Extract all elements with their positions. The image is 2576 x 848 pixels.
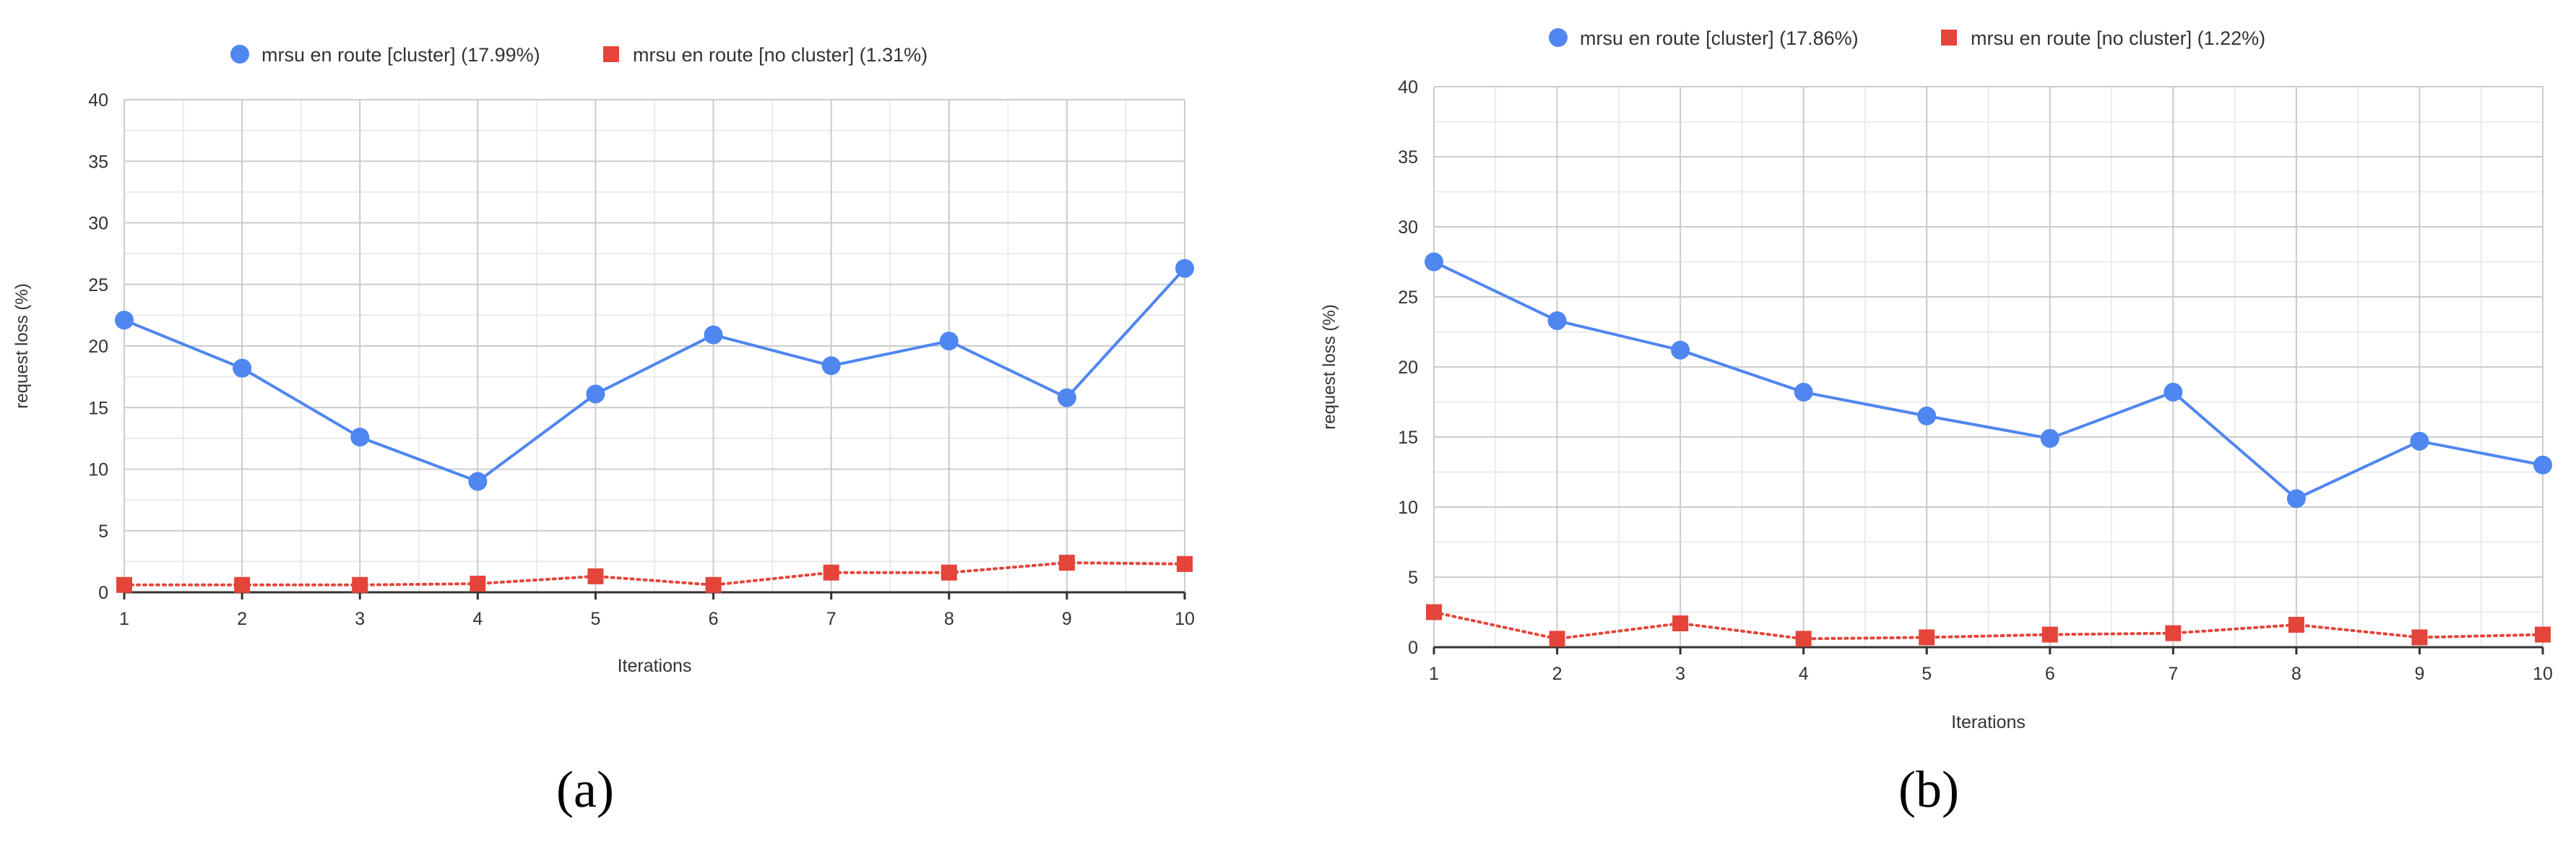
data-point-circle <box>586 384 605 404</box>
data-point-circle <box>2533 455 2552 475</box>
chart-panel-1: 0 5 10 15 20 25 30 35 40 1 2 3 4 5 6 7 8 9 10 Iterations req… <box>12 44 1195 818</box>
y-tick-label: 25 <box>88 275 108 295</box>
series-line-1 <box>124 267 1186 483</box>
y-tick-label: 40 <box>88 90 108 111</box>
chart-panel-2: 0 5 10 15 20 25 30 35 40 1 2 3 4 5 6 7 8 9 10 Iterations req… <box>1320 27 2553 818</box>
data-point-circle <box>1057 388 1076 407</box>
x-tick-label: 7 <box>826 609 837 629</box>
legend-label: mrsu en route [cluster] (17.99%) <box>262 44 540 66</box>
series-line-2 <box>123 561 1186 587</box>
legend-label: mrsu en route [no cluster] (1.22%) <box>1971 27 2265 49</box>
data-point-square <box>234 576 251 593</box>
data-point-circle <box>2164 382 2183 402</box>
data-point-square <box>2411 629 2428 646</box>
legend-marker-circle <box>230 45 249 64</box>
data-point-square <box>1058 555 1075 571</box>
data-point-circle <box>2286 489 2306 509</box>
y-tick-label: 10 <box>1398 498 1418 518</box>
y-tick-label: 30 <box>88 214 108 234</box>
data-point-square <box>1549 631 1565 647</box>
x-tick-label: 8 <box>2291 664 2301 684</box>
y-tick-label: 30 <box>1398 217 1418 238</box>
x-tick-label: 5 <box>590 609 600 629</box>
y-tick-label: 25 <box>1398 287 1418 308</box>
x-tick-label: 7 <box>2168 664 2178 684</box>
data-point-circle <box>1175 259 1194 278</box>
data-point-square <box>587 568 604 584</box>
x-tick-label: 1 <box>119 609 129 629</box>
legend-marker-square <box>1941 30 1957 46</box>
x-tick-label: 9 <box>1062 609 1072 629</box>
data-point-circle <box>115 311 134 330</box>
legend-label: mrsu en route [no cluster] (1.31%) <box>633 44 928 66</box>
data-point-circle <box>821 356 841 376</box>
data-point-square <box>2165 625 2182 641</box>
series-line-1 <box>1433 260 2543 501</box>
data-point-square <box>116 576 132 593</box>
data-point-circle <box>1547 311 1567 330</box>
data-point-circle <box>468 472 488 491</box>
data-point-circle <box>1671 340 1690 360</box>
data-point-square <box>2535 626 2551 643</box>
x-tick-label: 4 <box>1799 664 1809 684</box>
y-tick-label: 5 <box>1408 568 1418 588</box>
x-tick-label: 10 <box>1175 609 1195 629</box>
x-tick-label: 10 <box>2533 664 2553 684</box>
x-tick-label: 2 <box>237 609 247 629</box>
legend-label: mrsu en route [cluster] (17.86%) <box>1580 27 1859 49</box>
legend-marker-square <box>603 46 619 62</box>
y-tick-label: 20 <box>88 337 108 357</box>
data-point-circle <box>1425 252 1443 272</box>
data-point-square <box>352 576 368 593</box>
panel-caption: (b) <box>1898 761 1959 818</box>
data-point-square <box>470 576 486 592</box>
data-point-square <box>705 576 722 593</box>
panel-caption: (a) <box>556 761 614 818</box>
y-tick-label: 35 <box>1398 147 1418 168</box>
x-tick-label: 2 <box>1552 664 1563 684</box>
y-axis-label: request loss (%) <box>12 283 32 408</box>
x-tick-label: 6 <box>2045 664 2055 684</box>
y-tick-label: 5 <box>98 522 108 542</box>
y-tick-label: 15 <box>88 398 108 418</box>
y-tick-label: 0 <box>98 583 108 603</box>
data-point-circle <box>2040 428 2059 448</box>
data-point-square <box>1672 615 1689 632</box>
data-point-square <box>1795 631 1812 647</box>
x-tick-label: 3 <box>1675 664 1685 684</box>
x-axis-label: Iterations <box>618 656 692 676</box>
x-tick-label: 9 <box>2414 664 2424 684</box>
y-tick-label: 20 <box>1398 358 1418 378</box>
x-tick-label: 5 <box>1922 664 1932 684</box>
legend-marker-circle <box>1549 28 1568 47</box>
y-tick-label: 15 <box>1398 428 1418 448</box>
data-point-circle <box>233 358 252 378</box>
x-tick-label: 8 <box>944 609 954 629</box>
data-point-circle <box>1794 382 1813 402</box>
y-tick-label: 35 <box>88 152 108 172</box>
data-point-square <box>823 564 839 581</box>
data-point-square <box>1919 629 1935 646</box>
x-tick-label: 4 <box>472 609 483 629</box>
data-point-square <box>941 564 957 581</box>
y-tick-label: 10 <box>88 460 108 480</box>
data-point-square <box>2288 616 2304 633</box>
y-axis-label: request loss (%) <box>1320 304 1339 429</box>
data-point-square <box>1426 604 1442 620</box>
data-point-circle <box>939 332 959 351</box>
data-point-circle <box>1917 406 1937 425</box>
data-point-circle <box>704 325 723 345</box>
data-point-circle <box>2410 431 2429 451</box>
data-point-square <box>2041 626 2058 643</box>
y-tick-label: 0 <box>1408 638 1418 658</box>
y-tick-label: 40 <box>1398 77 1418 98</box>
x-tick-label: 3 <box>355 609 365 629</box>
data-point-circle <box>350 428 370 447</box>
x-tick-label: 6 <box>709 609 719 629</box>
x-axis-label: Iterations <box>1951 712 2026 732</box>
series-line-2 <box>1432 610 2544 641</box>
x-tick-label: 1 <box>1429 664 1439 684</box>
data-point-square <box>1177 555 1193 572</box>
